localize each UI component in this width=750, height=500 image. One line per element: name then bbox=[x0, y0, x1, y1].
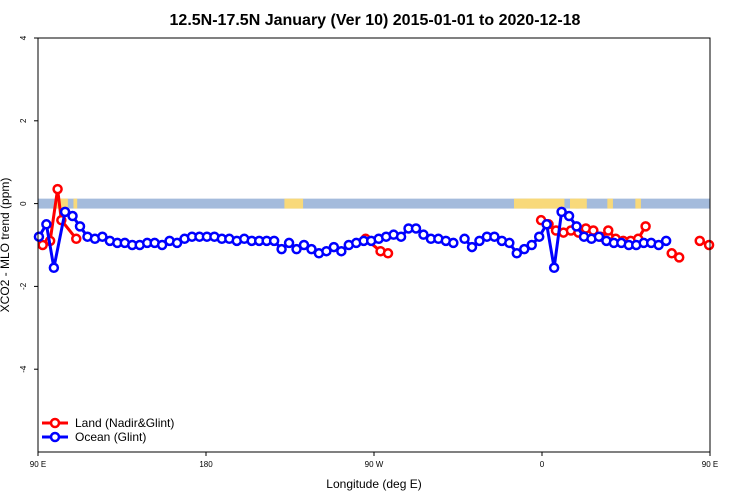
y-tick-label: 2 bbox=[19, 118, 28, 123]
land-mask-region bbox=[607, 198, 613, 209]
data-point bbox=[156, 239, 168, 251]
x-tick-label: 0 bbox=[540, 460, 545, 469]
data-point bbox=[511, 248, 523, 259]
data-point bbox=[52, 183, 63, 195]
data-point bbox=[563, 210, 575, 222]
land-mask-region bbox=[284, 198, 304, 209]
y-axis: 4 2 0 -2 -4 bbox=[19, 35, 38, 373]
land-mask-region bbox=[527, 198, 542, 209]
data-point bbox=[474, 235, 485, 247]
data-point bbox=[395, 231, 407, 242]
y-axis-label: XCO2 - MLO trend (ppm) bbox=[0, 178, 12, 313]
land-mask-region bbox=[570, 198, 580, 209]
legend-ocean-marker bbox=[49, 431, 61, 443]
data-point bbox=[298, 239, 310, 251]
legend-land-label: Land (Nadir&Glint) bbox=[75, 416, 174, 430]
data-point bbox=[694, 235, 705, 247]
data-point bbox=[321, 245, 332, 257]
x-axis-label: Longitude (deg E) bbox=[326, 477, 421, 491]
data-point bbox=[74, 221, 86, 232]
data-point bbox=[448, 237, 459, 249]
data-point bbox=[593, 231, 605, 242]
data-point bbox=[306, 243, 317, 255]
data-point bbox=[556, 206, 567, 218]
data-point bbox=[410, 223, 422, 234]
data-point bbox=[59, 206, 71, 218]
data-point bbox=[533, 231, 545, 242]
plot-background bbox=[38, 198, 710, 209]
x-axis: 90 E 180 90 W 0 90 E bbox=[30, 452, 718, 469]
x-tick-label: 180 bbox=[199, 460, 213, 469]
data-point bbox=[382, 248, 394, 259]
land-mask-region bbox=[575, 198, 587, 209]
data-point bbox=[48, 262, 60, 274]
land-mask-region bbox=[635, 198, 641, 209]
data-point bbox=[71, 233, 82, 245]
data-point bbox=[67, 210, 78, 222]
data-point bbox=[291, 243, 302, 255]
y-tick-label: -4 bbox=[19, 365, 28, 373]
data-point bbox=[41, 219, 52, 230]
data-point bbox=[328, 241, 340, 253]
data-point bbox=[666, 248, 677, 259]
series-ocean bbox=[33, 206, 672, 274]
data-point bbox=[640, 221, 651, 232]
data-point bbox=[97, 231, 108, 242]
data-point bbox=[603, 225, 614, 236]
data-point bbox=[660, 235, 672, 247]
data-point bbox=[459, 233, 470, 245]
data-point bbox=[418, 229, 429, 240]
data-point bbox=[519, 243, 530, 255]
data-point bbox=[673, 252, 685, 263]
land-mask-region bbox=[73, 198, 78, 209]
data-point bbox=[703, 239, 715, 251]
data-point bbox=[489, 231, 500, 242]
data-point bbox=[526, 239, 537, 251]
chart-title: 12.5N-17.5N January (Ver 10) 2015-01-01 … bbox=[170, 12, 581, 29]
y-tick-label: 0 bbox=[19, 201, 28, 206]
ocean-band bbox=[38, 198, 710, 209]
data-point bbox=[276, 243, 287, 255]
data-point bbox=[336, 245, 347, 257]
data-point bbox=[548, 262, 560, 274]
legend-ocean-label: Ocean (Glint) bbox=[75, 430, 146, 444]
series-layer bbox=[33, 183, 715, 274]
data-point bbox=[283, 237, 295, 249]
data-point bbox=[268, 235, 280, 247]
data-point bbox=[571, 221, 582, 232]
x-tick-label: 90 E bbox=[30, 460, 46, 469]
y-tick-label: -2 bbox=[19, 282, 28, 290]
data-point bbox=[171, 237, 183, 249]
y-tick-label: 4 bbox=[19, 35, 28, 40]
x-tick-label: 90 E bbox=[702, 460, 718, 469]
land-mask-region bbox=[56, 198, 68, 209]
legend-land-marker bbox=[49, 417, 61, 429]
data-point bbox=[541, 219, 552, 230]
data-point bbox=[504, 237, 515, 249]
data-point bbox=[466, 241, 478, 253]
data-point bbox=[653, 239, 664, 251]
data-point bbox=[37, 239, 48, 251]
data-point bbox=[33, 231, 45, 242]
legend: Land (Nadir&Glint) Ocean (Glint) bbox=[42, 416, 174, 444]
x-tick-label: 90 W bbox=[365, 460, 384, 469]
